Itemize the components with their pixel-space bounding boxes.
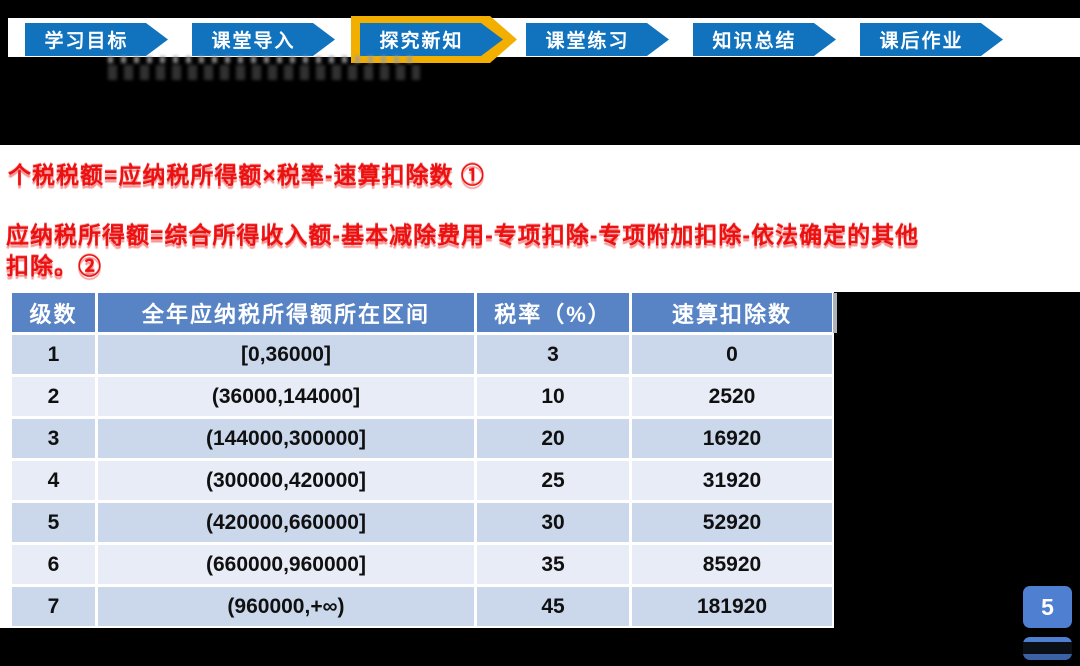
nav-tab-3[interactable]: 课堂练习 <box>526 23 669 56</box>
table-cell: 45 <box>477 587 629 626</box>
table-cell: 5 <box>12 503 95 542</box>
table-cell: 10 <box>477 377 629 416</box>
table-cell: 20 <box>477 419 629 458</box>
table-cell: 3 <box>12 419 95 458</box>
table-cell: (144000,300000] <box>98 419 474 458</box>
table-cell: 35 <box>477 545 629 584</box>
nav-tab-1[interactable]: 课堂导入 <box>192 23 335 56</box>
table-cell: 181920 <box>632 587 832 626</box>
table-cell: 31920 <box>632 461 832 500</box>
table-cell: 1 <box>12 335 95 374</box>
nav-tab-0[interactable]: 学习目标 <box>25 23 168 56</box>
page-number-badge-ghost <box>1023 637 1072 660</box>
table-cell: 4 <box>12 461 95 500</box>
table-header-cell: 全年应纳税所得额所在区间 <box>98 293 474 332</box>
table-header-cell: 税率（%） <box>477 293 629 332</box>
table-cell: 30 <box>477 503 629 542</box>
table-cell: (420000,660000] <box>98 503 474 542</box>
table-cell: 2520 <box>632 377 832 416</box>
page-number-badge: 5 <box>1023 586 1072 628</box>
table-cell: 85920 <box>632 545 832 584</box>
table-cell: 3 <box>477 335 629 374</box>
table-cell: 2 <box>12 377 95 416</box>
ghost-text-artifact <box>108 56 420 84</box>
table-cell: (660000,960000] <box>98 545 474 584</box>
nav-tab-2[interactable]: 探究新知 <box>360 23 503 56</box>
table-edge-sliver <box>833 293 837 333</box>
tax-formula-2-line2: 扣除。② <box>6 253 102 279</box>
table-cell: 7 <box>12 587 95 626</box>
table-header-cell: 速算扣除数 <box>632 293 832 332</box>
table-cell: 52920 <box>632 503 832 542</box>
nav-tab-4[interactable]: 知识总结 <box>693 23 836 56</box>
table-cell: (960000,+∞) <box>98 587 474 626</box>
table-cell: (300000,420000] <box>98 461 474 500</box>
nav-tab-5[interactable]: 课后作业 <box>860 23 1003 56</box>
table-cell: 6 <box>12 545 95 584</box>
table-cell: [0,36000] <box>98 335 474 374</box>
tax-formula-2: 应纳税所得额=综合所得收入额-基本减除费用-专项扣除-专项附加扣除-依法确定的其… <box>6 220 1078 282</box>
table-cell: (36000,144000] <box>98 377 474 416</box>
tax-rate-table: 级数 全年应纳税所得额所在区间 税率（%） 速算扣除数 1 [0,36000] 3 0 2 (36… <box>12 293 832 626</box>
table-cell: 25 <box>477 461 629 500</box>
tax-formula-1: 个税税额=应纳税所得额×税率-速算扣除数 ① <box>8 162 485 188</box>
active-tab-highlight[interactable]: 探究新知 <box>351 16 517 63</box>
content-panel-top <box>0 145 1080 292</box>
tax-formula-2-line1: 应纳税所得额=综合所得收入额-基本减除费用-专项扣除-专项附加扣除-依法确定的其… <box>6 222 920 248</box>
table-cell: 16920 <box>632 419 832 458</box>
table-cell: 0 <box>632 335 832 374</box>
table-header-cell: 级数 <box>12 293 95 332</box>
